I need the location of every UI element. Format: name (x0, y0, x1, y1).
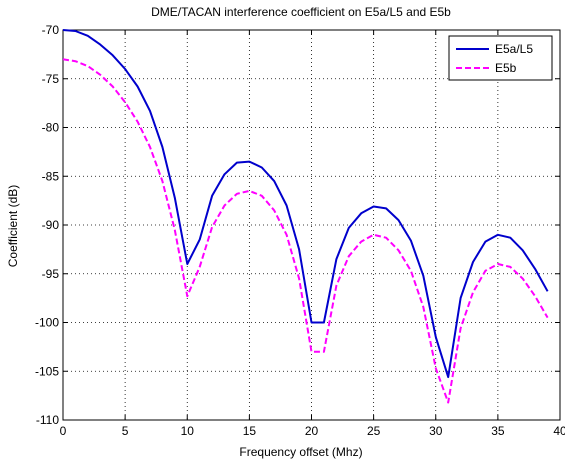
series-line-e5b (62, 58, 549, 404)
y-tick-label: -85 (42, 169, 60, 183)
x-tick-label: 40 (553, 424, 565, 438)
x-axis-label: Frequency offset (Mhz) (239, 445, 362, 459)
y-tick-label: -95 (42, 267, 60, 281)
y-tick-label: -70 (42, 23, 60, 37)
y-tick-label: -110 (36, 413, 59, 427)
series-lines (62, 29, 549, 404)
x-tick-label: 10 (181, 424, 195, 438)
y-tick-label: -105 (35, 364, 59, 378)
y-tick-label: -100 (35, 316, 59, 330)
x-tick-label: 25 (367, 424, 381, 438)
x-tick-label: 15 (243, 424, 257, 438)
x-tick-label: 30 (429, 424, 443, 438)
x-tick-label: 0 (60, 424, 67, 438)
legend-box (448, 35, 553, 81)
grid (63, 30, 560, 420)
y-tick-label: -75 (42, 72, 60, 86)
y-tick-label: -80 (42, 121, 60, 135)
legend: E5a/L5 E5b (448, 35, 553, 81)
axis-ticks: 0 5 10 15 20 25 30 35 40 -70 -75 -80 -85 -90 -95 -100 -1… (35, 23, 565, 438)
y-axis-label: Coefficient (dB) (6, 185, 20, 267)
chart-title: DME/TACAN interference coefficient on E5… (151, 5, 451, 19)
y-tick-label: -90 (42, 218, 60, 232)
series-line-e5a-l5 (62, 29, 549, 379)
legend-label: E5a/L5 (495, 42, 533, 56)
x-tick-label: 35 (491, 424, 505, 438)
x-tick-label: 5 (122, 424, 129, 438)
legend-label: E5b (495, 61, 517, 75)
x-tick-label: 20 (305, 424, 319, 438)
